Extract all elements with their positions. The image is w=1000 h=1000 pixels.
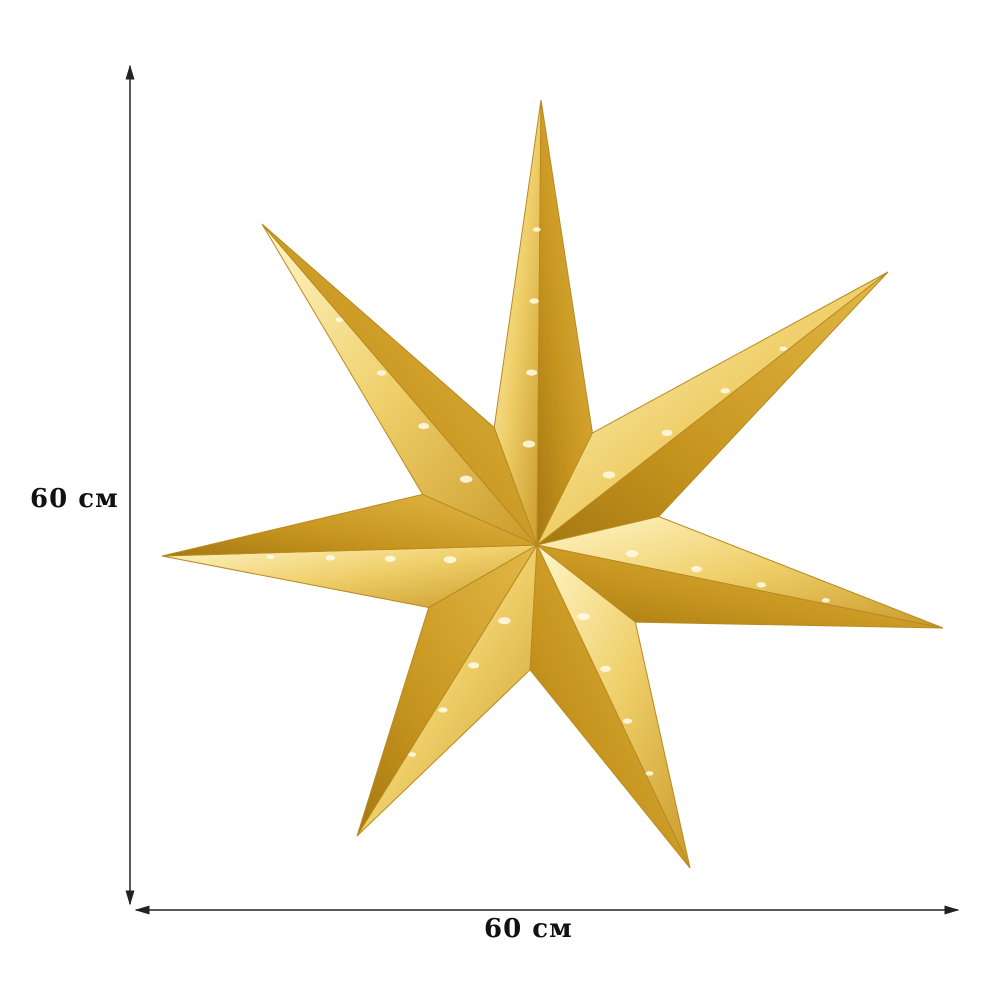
gold-star-lantern xyxy=(161,99,944,869)
filigree-cutout xyxy=(720,388,730,394)
filigree-cutout xyxy=(532,227,541,232)
filigree-cutout xyxy=(529,298,539,304)
filigree-cutout xyxy=(384,555,396,562)
filigree-cutout xyxy=(622,718,633,724)
filigree-cutout xyxy=(526,369,538,376)
filigree-cutout xyxy=(418,422,430,430)
filigree-cutout xyxy=(661,429,673,436)
filigree-cutout xyxy=(438,707,448,713)
filigree-cutout xyxy=(779,346,788,351)
star-point-facet-dark xyxy=(536,271,889,546)
filigree-cutout xyxy=(600,665,611,672)
filigree-cutout xyxy=(602,471,616,479)
height-label: 60 см xyxy=(30,484,119,514)
filigree-cutout xyxy=(468,662,480,669)
filigree-cutout xyxy=(459,475,473,483)
filigree-cutout xyxy=(376,370,387,376)
star-point-facet-dark xyxy=(261,223,538,546)
filigree-cutout xyxy=(498,617,511,625)
filigree-cutout xyxy=(325,555,336,561)
filigree-cutout xyxy=(443,556,457,564)
filigree-cutout xyxy=(821,598,830,603)
filigree-cutout xyxy=(335,317,344,323)
width-label: 60 см xyxy=(484,914,573,944)
filigree-cutout xyxy=(645,771,654,776)
filigree-cutout xyxy=(625,549,639,558)
filigree-cutout xyxy=(577,613,590,621)
filigree-cutout xyxy=(756,582,766,588)
filigree-cutout xyxy=(266,554,275,560)
filigree-cutout xyxy=(522,440,536,448)
filigree-cutout xyxy=(691,566,703,573)
filigree-cutout xyxy=(408,752,417,757)
